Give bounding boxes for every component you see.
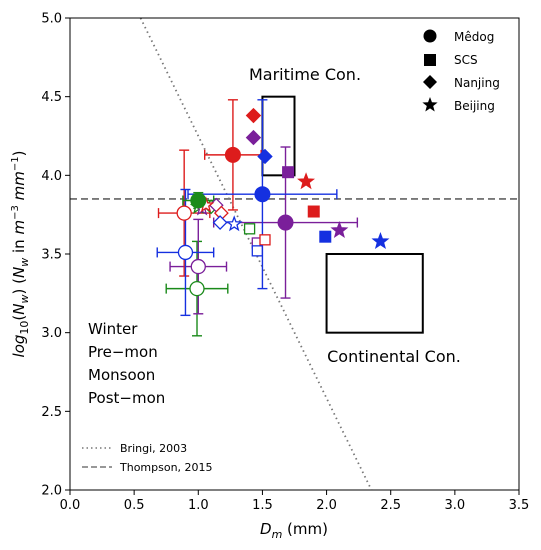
reference-line-legend: Bringi, 2003 Thompson, 2015: [82, 442, 213, 474]
data-point-diamond: [245, 129, 262, 146]
points-layer: [176, 107, 390, 297]
legend-label-beijing: Beijing: [454, 99, 495, 113]
plot-background: [70, 18, 519, 490]
continental-label: Continental Con.: [327, 347, 461, 366]
season-legend-winter: Winter: [88, 320, 138, 338]
data-point-star: [330, 220, 349, 239]
maritime-label: Maritime Con.: [249, 65, 361, 84]
data-point-square: [282, 166, 295, 179]
data-point-diamond: [257, 148, 273, 165]
site-legend: Mêdog SCS Nanjing Beijing: [422, 29, 500, 113]
legend-thompson-label: Thompson, 2015: [119, 461, 213, 474]
x-tick-label: 0.5: [124, 498, 145, 513]
season-legend-pre-mon: Pre−mon: [88, 343, 158, 361]
legend-diamond-marker: [423, 75, 437, 89]
y-tick-label: 3.0: [41, 326, 62, 341]
y-axis-title: log10(Nw) (Nw in m−3 mm−1): [10, 151, 31, 358]
season-legend-monsoon: Monsoon: [88, 366, 155, 384]
legend-circle-marker: [423, 29, 437, 43]
y-tick-label: 2.5: [41, 405, 62, 420]
data-point-circle: [176, 205, 192, 221]
data-point-circle: [254, 186, 271, 203]
x-tick-label: 1.0: [188, 498, 209, 513]
legend-star-marker: [422, 97, 438, 112]
data-point-square: [251, 245, 263, 257]
data-point-square: [259, 234, 271, 246]
data-point-circle: [177, 244, 194, 261]
season-legend: Winter Pre−mon Monsoon Post−mon: [88, 320, 165, 407]
legend-label-medog: Mêdog: [454, 30, 494, 44]
data-point-star: [297, 172, 316, 190]
y-tick-label: 4.0: [41, 169, 62, 184]
data-point-diamond: [212, 215, 228, 230]
data-point-diamond: [245, 107, 262, 124]
y-tick-label: 3.5: [41, 248, 62, 263]
x-tick-label: 2.5: [380, 498, 401, 513]
legend-square-marker: [424, 54, 436, 66]
x-tick-label: 0.0: [60, 498, 81, 513]
data-point-star: [225, 215, 243, 232]
data-point-square: [307, 205, 320, 218]
x-tick-label: 1.5: [252, 498, 273, 513]
x-tick-label: 3.5: [509, 498, 530, 513]
data-point-circle: [224, 146, 241, 163]
reference-lines-layer: [70, 18, 519, 490]
x-axis-title: Dm (mm): [260, 520, 328, 541]
continental-convective-box: [325, 253, 424, 334]
data-point-square: [319, 230, 332, 243]
legend-label-scs: SCS: [454, 53, 478, 67]
axes-layer: 0.0 0.5 1.0 1.5 2.0 2.5 3.0 3.5 2.0 2.5 3.0 3.5 4.0 4…: [41, 12, 529, 514]
data-point-circle: [190, 258, 206, 275]
data-point-circle: [277, 214, 294, 231]
season-legend-post-mon: Post−mon: [88, 389, 165, 407]
x-tick-label: 2.0: [316, 498, 337, 513]
legend-label-nanjing: Nanjing: [454, 76, 500, 90]
data-point-star: [371, 231, 390, 250]
data-point-circle: [189, 280, 205, 297]
x-tick-label: 3.0: [445, 498, 466, 513]
legend-bringi-label: Bringi, 2003: [120, 442, 187, 455]
data-point-circle: [190, 192, 207, 209]
y-tick-label: 4.5: [41, 90, 62, 105]
data-point-square: [243, 223, 256, 235]
y-tick-label: 5.0: [41, 12, 62, 27]
y-tick-label: 2.0: [41, 484, 62, 499]
